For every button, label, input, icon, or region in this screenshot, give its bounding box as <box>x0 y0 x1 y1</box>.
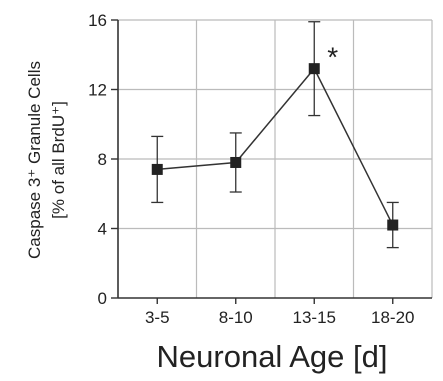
series <box>151 21 399 249</box>
x-tick-label: 3-5 <box>145 308 170 327</box>
data-point <box>387 219 399 231</box>
x-axis-label: Neuronal Age [d] <box>157 339 388 374</box>
x-tick-label: 18-20 <box>371 308 414 327</box>
grid-lines <box>118 19 433 298</box>
data-point <box>230 156 242 168</box>
data-point <box>151 163 163 175</box>
y-ticks: 0 4 8 12 16 <box>88 11 118 308</box>
x-tick-label: 8-10 <box>219 308 253 327</box>
y-axis-label-line1: Caspase 3⁺ Granule Cells <box>25 61 44 259</box>
annotations: * <box>327 42 338 73</box>
x-tick-label: 13-15 <box>293 308 336 327</box>
y-tick-label: 16 <box>88 11 107 30</box>
y-tick-label: 8 <box>98 150 107 169</box>
x-ticks: 3-5 8-10 13-15 18-20 <box>145 298 414 327</box>
y-tick-label: 4 <box>98 220 107 239</box>
series-line <box>157 67 394 226</box>
y-axis-label-line2: [% of all BrdU⁺] <box>49 101 68 219</box>
y-tick-label: 0 <box>98 289 107 308</box>
significance-asterisk: * <box>327 42 338 73</box>
y-tick-label: 12 <box>88 81 107 100</box>
data-point <box>308 63 320 75</box>
